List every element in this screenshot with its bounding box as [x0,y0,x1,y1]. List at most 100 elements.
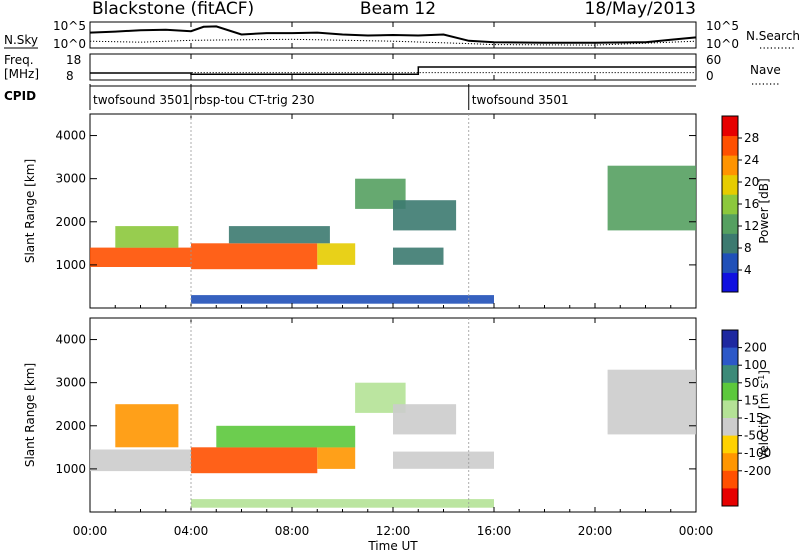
y-tick-label: 1000 [55,462,86,476]
velocity-panel: Slant Range [km] 1000 2000 3000 4000 [23,317,697,513]
freq-label: Freq. [4,53,34,67]
y-tick-label: 2000 [55,215,86,229]
scatter-region [393,200,457,231]
power-colorbar-swatch [722,135,738,156]
cpid-segment-label: twofsound 3501 [472,93,569,107]
scatter-region [216,425,356,448]
freq-unit: [MHz] [4,67,39,81]
x-tick-label: 12:00 [376,524,411,538]
scatter-region [191,447,318,474]
power-colorbar-tick-label: 8 [744,241,752,255]
cpid-segment-label: twofsound 3501 [93,93,190,107]
power-colorbar-swatch [722,116,738,137]
nsearch-label: N.Search [746,29,800,43]
beam-title: Beam 12 [360,0,436,19]
power-colorbar-swatch [722,174,738,195]
power-panel: Slant Range [km] 1000 2000 3000 4000 [23,113,697,309]
velocity-colorbar-swatch [722,347,738,366]
scatter-region [90,449,191,472]
scatter-region [317,243,356,265]
power-colorbar-tick-label: 28 [744,131,759,145]
nave-tick-top: 60 [706,53,721,67]
velocity-colorbar-swatch [722,330,738,349]
scatter-region [317,447,356,469]
y-tick-label: 4000 [55,129,86,143]
velocity-colorbar-tick-label: -50 [744,429,764,443]
scatter-region [115,226,179,248]
velocity-colorbar-tick-label: -15 [744,411,764,425]
nsearch-series-line [89,38,697,46]
power-colorbar-label: Power [dB] [757,178,771,243]
cpid-label: CPID [4,89,36,103]
velocity-colorbar-swatch [722,382,738,401]
scatter-region [191,295,494,304]
velocity-colorbar-tick-label: 15 [744,393,759,407]
cpid-segment-label: rbsp-tou CT-trig 230 [194,93,314,107]
x-tick-label: 20:00 [578,524,613,538]
velocity-colorbar-swatch [722,470,738,489]
scatter-region [607,165,696,231]
velocity-colorbar-tick-label: 50 [744,376,759,390]
scatter-region [191,243,318,270]
cpid-row: CPID twofsound 3501 rbsp-tou CT-trig 230 t… [4,84,696,110]
velocity-label-end: ] [757,370,771,375]
velocity-colorbar-swatch [722,488,738,507]
power-colorbar-swatch [722,194,738,215]
power-colorbar-swatch [722,233,738,254]
velocity-colorbar-tick-label: 200 [744,341,767,355]
scatter-region [393,404,457,435]
x-axis-label: Time UT [367,539,418,553]
nave-tick-bottom: 0 [706,69,714,83]
station-title: Blackstone (fitACF) [92,0,254,19]
nsky-series-line [89,25,697,44]
x-tick-label: 08:00 [275,524,310,538]
power-colorbar-tick-label: 24 [744,153,759,167]
nsky-tick-bottom: 10^0 [53,37,86,51]
nsearch-tick-bottom: 10^0 [706,37,739,51]
velocity-colorbar-swatch [722,418,738,437]
y-tick-label: 1000 [55,258,86,272]
scatter-region [191,499,494,508]
freq-strip: Freq. [MHz] 18 8 60 0 Nave [4,53,781,85]
velocity-colorbar-tick-label: -100 [744,446,771,460]
scatter-region [393,247,444,265]
power-colorbar-swatch [722,155,738,176]
nsearch-tick-top: 10^5 [706,19,739,33]
freq-tick-top: 18 [66,53,81,67]
power-colorbar-swatch [722,213,738,234]
velocity-label-sup: -1 [757,375,766,383]
scatter-region [90,247,191,267]
power-colorbar: 4 8 12 16 20 24 28 [721,115,759,293]
scatter-region [115,404,179,448]
x-tick-label: 00:00 [73,524,108,538]
power-colorbar-tick-label: 16 [744,197,759,211]
velocity-colorbar: 200 100 50 15 -15 -50 -100 -200 [721,329,771,507]
velocity-colorbar-swatch [722,400,738,419]
date-title: 18/May/2013 [585,0,697,19]
y-tick-label: 2000 [55,419,86,433]
velocity-colorbar-tick-label: 100 [744,358,767,372]
y-tick-label: 3000 [55,376,86,390]
scatter-region [393,451,494,469]
freq-tick-bottom: 8 [66,69,74,83]
power-colorbar-tick-label: 20 [744,175,759,189]
power-colorbar-tick-label: 4 [744,263,752,277]
velocity-colorbar-label: Velocity [m s-1] [757,370,771,460]
x-axis: 00:00 04:00 08:00 12:00 16:00 20:00 00:00 [73,22,714,538]
y-tick-label: 3000 [55,172,86,186]
x-tick-label: 00:00 [679,524,714,538]
scatter-region [607,369,696,435]
velocity-colorbar-swatch [722,435,738,454]
scatter-region [228,226,330,244]
velocity-label-main: Velocity [m s [757,383,771,460]
y-tick-label: 4000 [55,333,86,347]
nsky-label: N.Sky [4,33,38,47]
x-tick-label: 04:00 [174,524,209,538]
nsky-tick-top: 10^5 [53,19,86,33]
power-colorbar-swatch [722,272,738,293]
power-colorbar-swatch [722,252,738,273]
power-colorbar-tick-label: 12 [744,219,759,233]
velocity-colorbar-tick-label: -200 [744,464,771,478]
nsky-strip: N.Sky 10^5 10^0 10^5 10^0 N.Search [4,19,800,51]
